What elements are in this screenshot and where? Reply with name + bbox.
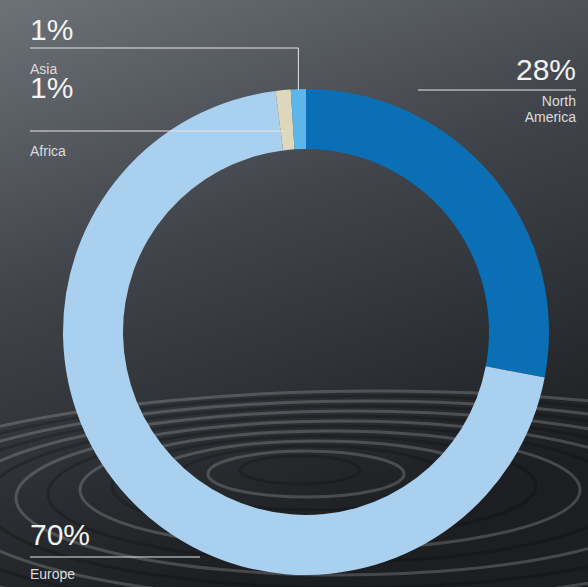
labels: 28%NorthAmerica70%Europe1%Africa1%Asia [30,13,576,582]
ripple [240,456,360,484]
background [0,0,588,587]
slice [306,89,549,378]
ripple [208,451,404,497]
category-label: Asia [30,61,57,77]
chart-root: 28%NorthAmerica70%Europe1%Africa1%Asia [0,0,588,587]
category-label: Europe [30,566,75,582]
value-label: 28% [516,53,576,86]
slice [63,91,545,575]
leader-line [30,48,298,90]
leader-line [418,90,576,91]
value-label: 70% [30,518,90,551]
donut [63,89,549,575]
leader-line [30,557,200,558]
leader-line [30,131,283,132]
slice [291,89,306,149]
category-label: NorthAmerica [525,93,577,125]
label-line: North [542,93,576,109]
value-label: 1% [30,13,73,46]
label-line: America [525,109,577,125]
category-label: Africa [30,143,66,159]
